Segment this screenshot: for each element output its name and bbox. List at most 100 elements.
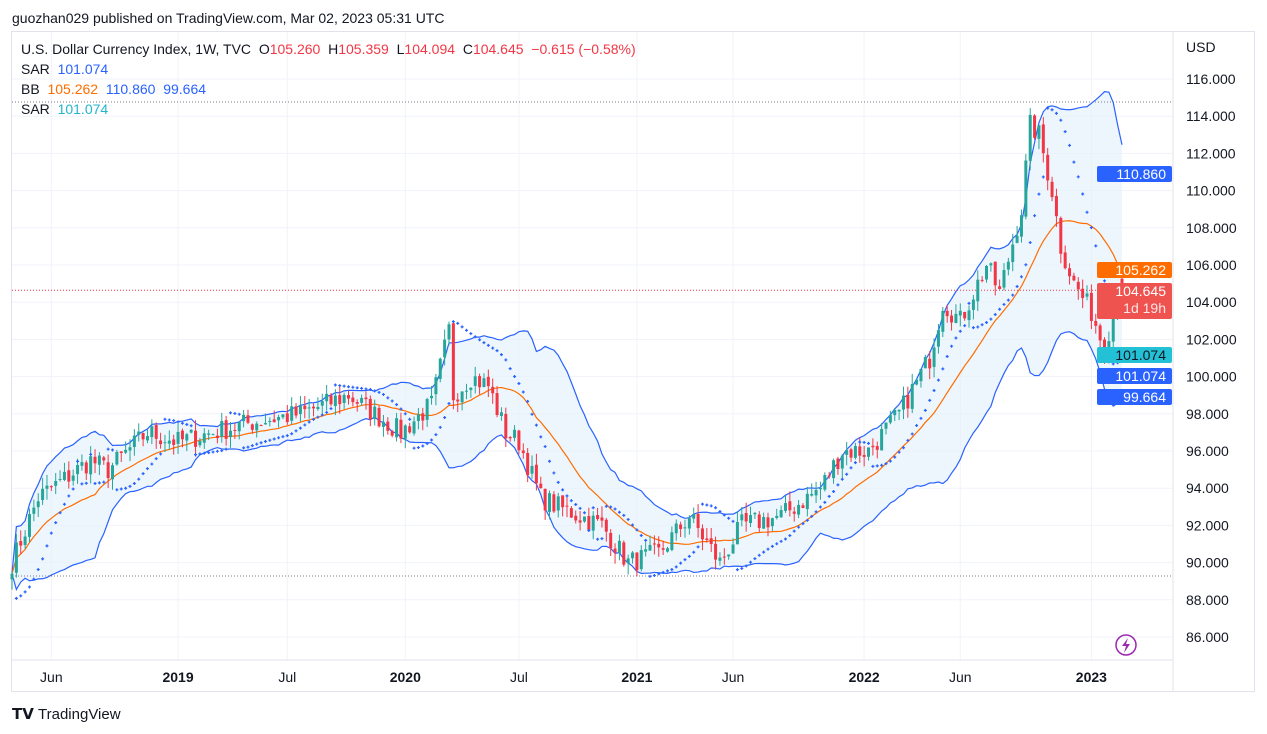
candle-body: [539, 483, 543, 489]
sar-dot: [23, 590, 27, 594]
lightning-icon[interactable]: [1115, 634, 1137, 656]
legend-bb[interactable]: BB 105.262 110.860 99.664: [21, 81, 206, 97]
sar2-tag: 101.074: [1097, 347, 1172, 363]
sar-dot: [849, 466, 853, 470]
sar-dot: [574, 503, 578, 507]
sar-dot: [582, 511, 586, 515]
sar-dot: [880, 463, 884, 467]
candle-body: [207, 433, 211, 435]
tradingview-logo[interactable]: 𝗧𝗩 TradingView: [12, 705, 121, 723]
candle-body: [731, 544, 735, 554]
sar-dot: [45, 544, 49, 548]
candle-body: [246, 415, 250, 423]
sar-dot: [202, 451, 206, 455]
legend-sar1[interactable]: SAR 101.074: [21, 61, 108, 77]
candle-body: [871, 445, 875, 448]
x-tick-label: 2023: [1076, 669, 1107, 685]
sar-dot: [652, 574, 656, 578]
sar-dot: [635, 528, 639, 532]
candle-body: [923, 357, 927, 369]
candle-body: [788, 501, 792, 511]
sar-dot: [985, 321, 989, 325]
sar-dot: [285, 434, 289, 438]
candle-body: [805, 493, 809, 510]
sar-dot: [591, 506, 595, 510]
sar-dot: [316, 415, 320, 419]
sar-dot: [648, 574, 652, 578]
symbol-name[interactable]: U.S. Dollar Currency Index, 1W, TVC: [21, 41, 252, 57]
sar-dot: [224, 447, 228, 451]
candle-body: [381, 422, 385, 427]
y-tick-label: 116.000: [1186, 71, 1236, 87]
legend-sar2[interactable]: SAR 101.074: [21, 101, 108, 117]
y-tick-label: 98.000: [1186, 406, 1229, 422]
candle-body: [438, 358, 442, 379]
candle-body: [932, 347, 936, 367]
candle-body: [62, 471, 66, 480]
candle-body: [652, 543, 656, 545]
candle-body: [666, 548, 669, 552]
sar-dot: [268, 438, 272, 442]
sar-dot: [89, 452, 93, 456]
sar-dot: [1094, 244, 1098, 248]
sar-dot: [596, 537, 600, 541]
sar-dot: [132, 482, 136, 486]
candle-body: [735, 522, 739, 545]
candle-body: [268, 420, 272, 423]
candle-body: [464, 390, 468, 392]
sar-dot: [600, 537, 604, 541]
candle-body: [950, 315, 954, 323]
sar-dot: [832, 489, 836, 493]
candle-body: [827, 475, 831, 477]
sar-dot: [910, 432, 914, 436]
candle-body: [1015, 235, 1019, 243]
sar-dot: [823, 500, 827, 504]
y-tick-label: 92.000: [1186, 517, 1229, 533]
candle-body: [220, 420, 224, 437]
sar-dot: [709, 504, 713, 508]
sar-dot: [609, 505, 613, 509]
candle-body: [714, 543, 718, 560]
sar-dot: [167, 418, 171, 422]
sar-dot: [770, 544, 774, 548]
sar-dot: [390, 399, 394, 403]
sar-dot: [963, 324, 967, 328]
chart-frame: [11, 31, 1255, 692]
sar-dot: [945, 354, 949, 358]
candle-body: [836, 458, 840, 470]
high-value: 105.359: [338, 41, 389, 57]
sar-dot: [137, 477, 141, 481]
sar-dot: [176, 420, 180, 424]
candle-body: [434, 377, 438, 395]
candle-body: [530, 465, 534, 474]
sar-dot: [552, 471, 556, 475]
sar-dot: [989, 317, 993, 321]
candle-body: [998, 286, 1002, 290]
sar-dot: [569, 499, 573, 503]
candle-body: [936, 330, 940, 347]
candle-body: [1011, 244, 1015, 263]
sar-dot: [124, 486, 128, 490]
sar-dot: [364, 387, 368, 391]
sar-dot: [705, 503, 709, 507]
candle-body: [19, 541, 23, 546]
candle-body: [224, 420, 228, 439]
candle-body: [189, 429, 193, 433]
sar-dot: [1089, 226, 1093, 230]
candle-body: [1076, 281, 1080, 290]
sar-dot: [853, 461, 857, 465]
candle-body: [683, 527, 687, 529]
candle-body: [303, 405, 307, 410]
candle-body: [229, 430, 232, 438]
candle-body: [272, 419, 276, 423]
candle-body: [491, 386, 495, 394]
sar-dot: [936, 378, 940, 382]
bb-label: BB: [21, 81, 40, 97]
sar-dot: [1019, 275, 1023, 279]
sar-dot: [950, 344, 954, 348]
sar-dot: [456, 321, 460, 325]
candle-body: [495, 393, 499, 415]
candle-body: [451, 323, 455, 401]
candle-body: [242, 414, 246, 422]
